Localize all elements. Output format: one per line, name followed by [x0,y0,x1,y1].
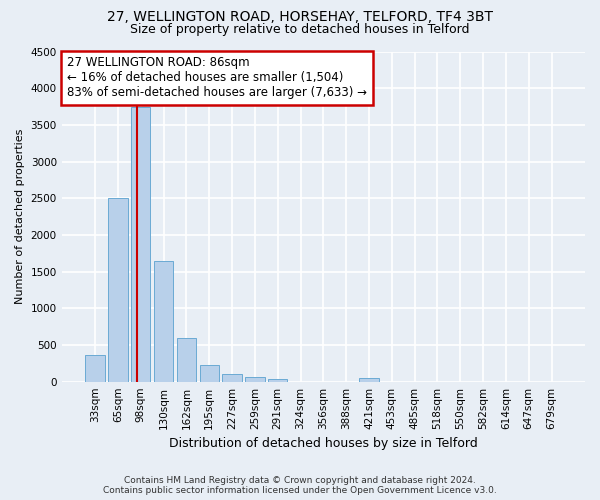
Text: 27 WELLINGTON ROAD: 86sqm
← 16% of detached houses are smaller (1,504)
83% of se: 27 WELLINGTON ROAD: 86sqm ← 16% of detac… [67,56,367,100]
Text: Size of property relative to detached houses in Telford: Size of property relative to detached ho… [130,22,470,36]
Bar [245,377,265,382]
Bar [85,354,105,382]
Bar [200,365,219,382]
Bar [268,378,287,382]
Bar [154,262,173,382]
Y-axis label: Number of detached properties: Number of detached properties [15,129,25,304]
Text: 27, WELLINGTON ROAD, HORSEHAY, TELFORD, TF4 3BT: 27, WELLINGTON ROAD, HORSEHAY, TELFORD, … [107,10,493,24]
X-axis label: Distribution of detached houses by size in Telford: Distribution of detached houses by size … [169,437,478,450]
Bar [108,198,128,382]
Bar [359,378,379,382]
Bar [177,338,196,382]
Text: Contains HM Land Registry data © Crown copyright and database right 2024.
Contai: Contains HM Land Registry data © Crown c… [103,476,497,495]
Bar [223,374,242,382]
Bar [131,106,151,382]
